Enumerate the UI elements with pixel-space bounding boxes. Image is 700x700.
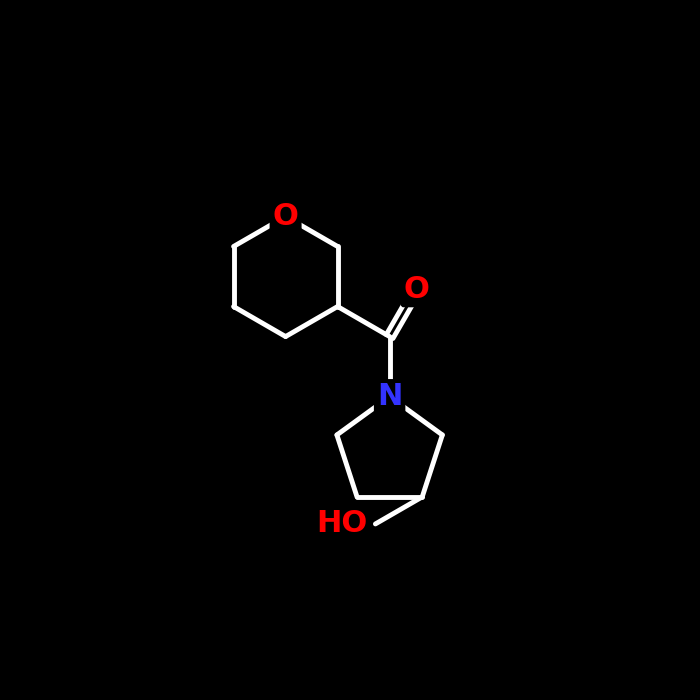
Text: HO: HO: [316, 510, 368, 538]
Text: N: N: [377, 382, 402, 411]
Text: O: O: [273, 202, 298, 231]
Text: O: O: [404, 275, 430, 304]
